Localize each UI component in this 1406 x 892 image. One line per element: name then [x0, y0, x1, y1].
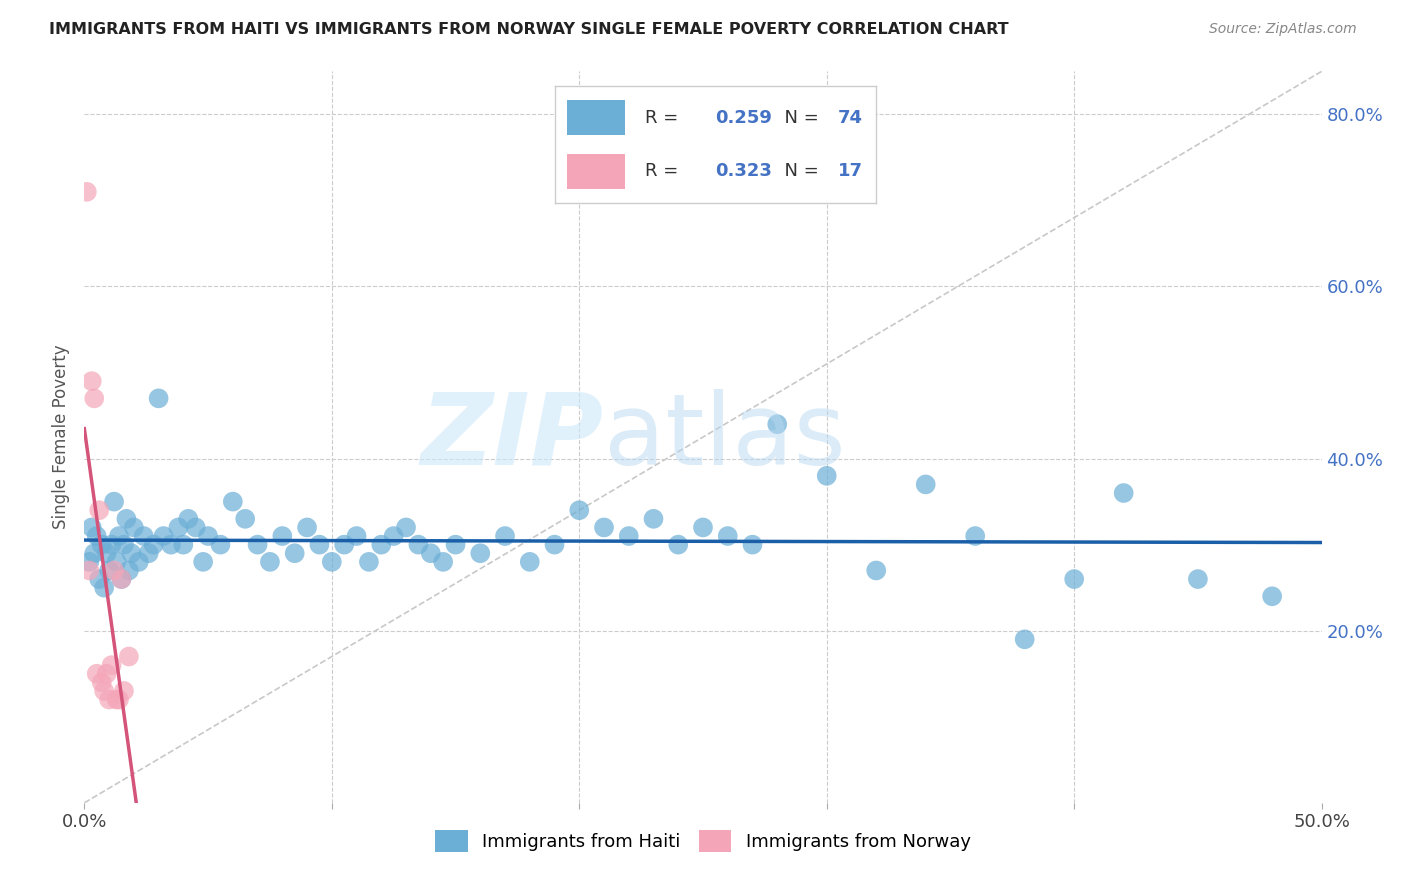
Point — [118, 649, 141, 664]
Point — [233, 512, 256, 526]
Point — [271, 529, 294, 543]
Point — [128, 555, 150, 569]
Point — [100, 538, 122, 552]
Point — [766, 417, 789, 432]
Point — [105, 692, 128, 706]
Point — [395, 520, 418, 534]
Point — [80, 374, 103, 388]
Point — [741, 538, 763, 552]
Point — [93, 684, 115, 698]
Point — [321, 555, 343, 569]
Point — [148, 392, 170, 406]
Point — [370, 538, 392, 552]
Point — [666, 538, 689, 552]
Point — [865, 564, 887, 578]
Point — [209, 538, 232, 552]
Point — [1187, 572, 1209, 586]
Point — [132, 529, 155, 543]
Point — [643, 512, 665, 526]
Point — [432, 555, 454, 569]
Point — [118, 564, 141, 578]
Point — [103, 564, 125, 578]
Point — [86, 666, 108, 681]
Point — [79, 564, 101, 578]
Point — [110, 572, 132, 586]
Point — [246, 538, 269, 552]
Point — [100, 658, 122, 673]
Point — [112, 538, 135, 552]
Point — [914, 477, 936, 491]
Point — [346, 529, 368, 543]
Point — [93, 581, 115, 595]
Point — [160, 538, 183, 552]
Point — [96, 546, 118, 560]
Point — [494, 529, 516, 543]
Point — [122, 520, 145, 534]
Point — [96, 666, 118, 681]
Legend: Immigrants from Haiti, Immigrants from Norway: Immigrants from Haiti, Immigrants from N… — [427, 823, 979, 860]
Point — [815, 468, 838, 483]
Point — [83, 392, 105, 406]
Point — [197, 529, 219, 543]
Point — [142, 538, 165, 552]
Point — [617, 529, 640, 543]
Point — [222, 494, 245, 508]
Point — [965, 529, 987, 543]
Point — [408, 538, 430, 552]
Point — [1063, 572, 1085, 586]
Point — [357, 555, 380, 569]
Point — [177, 512, 200, 526]
Point — [108, 529, 131, 543]
Point — [138, 546, 160, 560]
Point — [568, 503, 591, 517]
Point — [1014, 632, 1036, 647]
Point — [295, 520, 318, 534]
Point — [470, 546, 492, 560]
Point — [152, 529, 174, 543]
Point — [1261, 589, 1284, 603]
Point — [167, 520, 190, 534]
Point — [80, 520, 103, 534]
Point — [89, 503, 111, 517]
Y-axis label: Single Female Poverty: Single Female Poverty — [52, 345, 70, 529]
Point — [86, 529, 108, 543]
Point — [191, 555, 214, 569]
Point — [112, 684, 135, 698]
Point — [333, 538, 356, 552]
Point — [90, 538, 112, 552]
Point — [519, 555, 541, 569]
Text: atlas: atlas — [605, 389, 845, 485]
Text: Source: ZipAtlas.com: Source: ZipAtlas.com — [1209, 22, 1357, 37]
Point — [717, 529, 740, 543]
Point — [108, 692, 131, 706]
Point — [692, 520, 714, 534]
Point — [184, 520, 207, 534]
Point — [110, 572, 132, 586]
Point — [79, 555, 101, 569]
Point — [76, 185, 98, 199]
Point — [98, 564, 121, 578]
Point — [419, 546, 441, 560]
Point — [593, 520, 616, 534]
Point — [83, 546, 105, 560]
Point — [172, 538, 194, 552]
Point — [89, 572, 111, 586]
Point — [98, 692, 121, 706]
Point — [284, 546, 307, 560]
Point — [259, 555, 281, 569]
Point — [444, 538, 467, 552]
Point — [120, 546, 142, 560]
Point — [103, 494, 125, 508]
Point — [1112, 486, 1135, 500]
Point — [90, 675, 112, 690]
Point — [115, 512, 138, 526]
Point — [382, 529, 405, 543]
Point — [105, 555, 128, 569]
Text: ZIP: ZIP — [420, 389, 605, 485]
Point — [308, 538, 330, 552]
Text: IMMIGRANTS FROM HAITI VS IMMIGRANTS FROM NORWAY SINGLE FEMALE POVERTY CORRELATIO: IMMIGRANTS FROM HAITI VS IMMIGRANTS FROM… — [49, 22, 1010, 37]
Point — [543, 538, 565, 552]
